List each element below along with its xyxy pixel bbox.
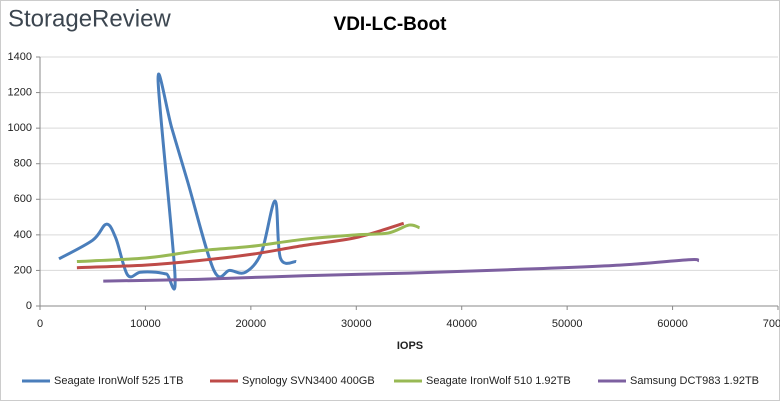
series-line — [58, 72, 297, 291]
y-tick-label: 800 — [14, 158, 32, 170]
x-tick-label: 30000 — [341, 318, 372, 330]
y-tick-label: 1200 — [8, 86, 32, 98]
logo: StorageReview — [8, 5, 171, 32]
x-tick-label: 50000 — [552, 318, 583, 330]
series-line — [103, 258, 701, 283]
y-tick-label: 0 — [26, 300, 32, 312]
x-tick-label: 70000 — [763, 318, 780, 330]
series-line — [76, 223, 421, 264]
legend-label: Seagate IronWolf 525 1TB — [54, 375, 183, 387]
chart-title: VDI-LC-Boot — [334, 14, 448, 35]
legend-label: Samsung DCT983 1.92TB — [630, 375, 759, 387]
x-tick-label: 10000 — [130, 318, 161, 330]
y-tick-label: 200 — [14, 264, 32, 276]
series-line — [76, 221, 405, 270]
legend-label: Synology SVN3400 400GB — [242, 375, 375, 387]
y-tick-label: 1400 — [8, 51, 32, 63]
legend-label: Seagate IronWolf 510 1.92TB — [426, 375, 571, 387]
x-axis-label: IOPS — [397, 340, 423, 352]
x-tick-label: 60000 — [657, 318, 688, 330]
x-tick-label: 0 — [37, 318, 43, 330]
y-tick-label: 1000 — [8, 122, 32, 134]
y-tick-label: 400 — [14, 229, 32, 241]
y-tick-label: 600 — [14, 193, 32, 205]
x-tick-label: 40000 — [446, 318, 477, 330]
x-tick-label: 20000 — [236, 318, 267, 330]
